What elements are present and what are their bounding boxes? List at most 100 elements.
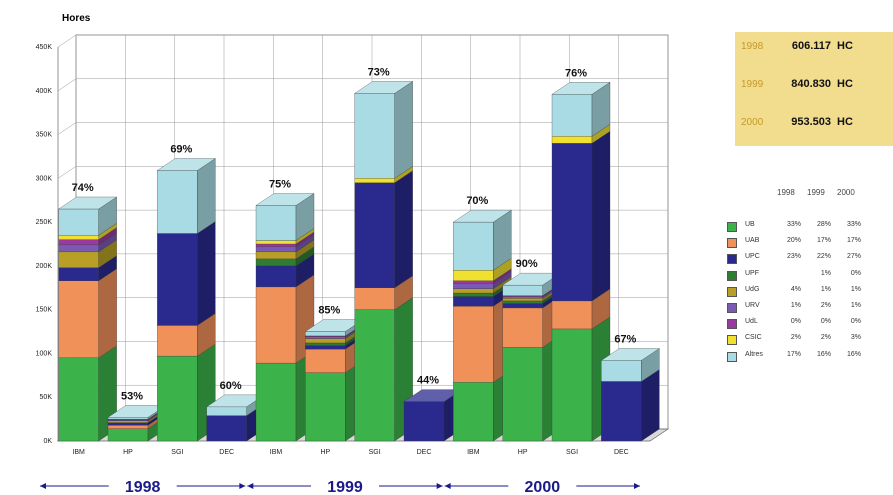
bar-segment [551,328,593,442]
legend-name: UdG [745,285,760,293]
bar-segment [551,94,593,137]
legend-value: 23% [786,253,801,261]
legend-value: 4% [790,285,801,293]
legend-row: UdL 0% 0% 0% [727,317,893,331]
x-tick-label: IBM [270,449,283,456]
legend-value: 1% [850,285,861,293]
legend-name: UPC [745,253,760,261]
bar-segment [255,246,297,253]
bar-segment [107,420,149,423]
bar-segment [305,338,346,344]
total-row: 1998 606.117 HC [741,40,853,52]
legend-row: UPC 23% 22% 27% [727,252,893,266]
bar-segment-side [98,268,117,359]
legend-swatch [727,319,737,330]
bar-segment [157,325,198,357]
y-tick-label: 450K [36,44,53,51]
bar-percent-label: 76% [565,67,587,79]
legend-swatch [727,270,737,281]
legend-row: CSIC 2% 2% 3% [727,333,893,347]
legend-row: UdG 4% 1% 1% [727,285,893,299]
bar-percent-label: 85% [318,305,340,317]
bar-segment [255,243,297,247]
legend-row: UB 33% 28% 33% [727,220,893,234]
legend-value: 1% [820,269,831,277]
x-tick-label: IBM [467,449,480,456]
y-tick-label: 200K [36,263,53,270]
legend-name: UAB [745,237,760,245]
legend-header-year: 1998 [777,188,795,197]
legend-header-year: 2000 [837,188,855,197]
bar-segment [354,178,395,183]
year-label: 2000 [525,479,561,495]
y-tick-label: 400K [36,88,53,95]
y-tick-label: 0K [43,438,52,445]
legend-value: 0% [850,269,861,277]
totals-box: 1998 606.117 HC 1999 840.830 HC 2000 953.503 H… [735,32,893,146]
bar-top [156,158,216,171]
bar-segment [453,280,494,284]
bar-segment [58,244,99,253]
total-row: 2000 953.503 HC [741,116,853,128]
year-arrowhead [40,483,46,489]
bar-segment [453,283,494,289]
bar-segment [551,136,593,144]
legend-row: URV 1% 2% 1% [727,301,893,315]
legend-swatch [727,254,737,265]
legend-row: UPF 1% 0% [727,269,893,283]
bar-segment [305,372,346,442]
legend-row: Altres 17% 16% 16% [727,350,893,364]
bar-segment [403,401,445,442]
legend-swatch [727,351,737,362]
legend-swatch [727,222,737,232]
y-tick-label: 250K [36,219,53,226]
legend-value: 3% [850,334,861,342]
legend-value: 16% [816,350,831,358]
x-tick-label: IBM [72,449,85,456]
gridline-side [57,78,77,91]
bar-percent-label: 70% [466,195,488,207]
y-tick-label: 150K [36,307,53,314]
total-value: 953.503 [791,116,831,128]
legend-value: 2% [790,334,801,342]
bar-segment [305,348,346,373]
legend-value: 1% [820,285,831,293]
x-tick-label: DEC [219,449,234,456]
legend-value: 16% [846,350,861,358]
legend-swatch [727,303,737,313]
bar-segment [502,298,543,302]
bar-segment [107,425,149,429]
total-value: 840.830 [791,78,831,90]
bar-segment [601,381,642,442]
total-row: 1999 840.830 HC [741,78,853,90]
bar-segment [255,251,297,260]
bar-segment [453,270,494,281]
bar-segment [107,417,149,420]
bar-top [255,193,315,206]
y-tick-label: 350K [36,132,53,139]
year-arrowhead [444,483,451,489]
bar-segment [453,221,494,271]
bar-segment [551,143,593,302]
bar-segment-side [641,369,660,442]
legend-row: UAB 20% 17% 17% [727,236,893,250]
legend-value: 1% [850,302,861,309]
gridline-side [57,34,77,48]
legend-value: 1% [790,302,801,309]
bar-segment [601,360,642,382]
x-tick-label: DEC [614,449,629,456]
bar-segment [58,280,99,358]
bar-segment [107,422,149,426]
bar-segment [502,296,543,299]
legend-value: 27% [846,253,861,261]
legend-header-year: 1999 [807,188,825,197]
bar-segment [255,258,297,267]
bar-segment [354,182,395,288]
y-tick-label: 100K [36,350,53,357]
legend-value: 0% [850,318,861,326]
bar-percent-label: 60% [220,380,242,392]
bar-segment [255,240,297,245]
legend-value: 22% [816,253,831,261]
legend-value: 17% [846,237,861,245]
bar-segment [453,288,494,294]
